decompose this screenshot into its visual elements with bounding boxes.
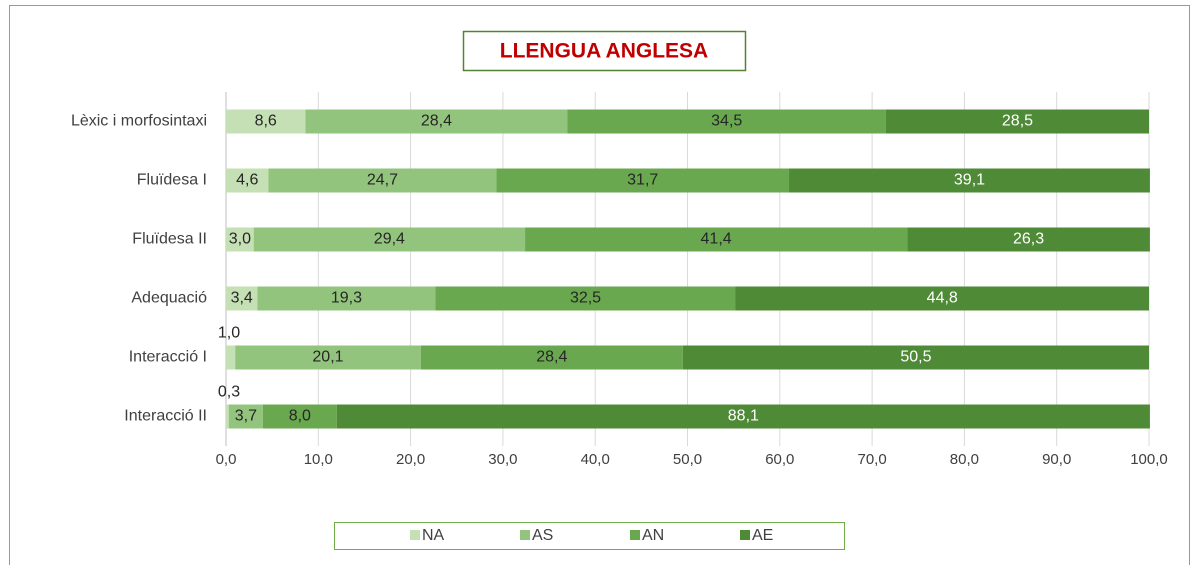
y-tick-label: Fluïdesa II — [132, 231, 207, 248]
bar-segment — [567, 109, 886, 134]
data-label: 26,3 — [1013, 231, 1044, 248]
data-label: 3,4 — [231, 290, 253, 307]
data-label: 3,7 — [235, 408, 257, 425]
x-tick-label: 70,0 — [857, 451, 886, 468]
data-label: 20,1 — [312, 349, 343, 366]
data-label: 1,0 — [218, 325, 240, 342]
x-tick-label: 20,0 — [396, 451, 425, 468]
data-label: 3,0 — [229, 231, 251, 248]
legend-label: AS — [532, 527, 553, 544]
data-label: 32,5 — [570, 290, 601, 307]
bar-segment — [226, 345, 236, 370]
legend-swatch — [520, 530, 530, 540]
data-label: 31,7 — [627, 172, 658, 189]
data-label: 8,0 — [289, 408, 311, 425]
y-tick-label: Lèxic i morfosintaxi — [71, 113, 207, 130]
bar-segment — [226, 404, 229, 429]
chart-title: LLENGUA ANGLESA — [500, 40, 708, 63]
bar-segment — [268, 168, 497, 193]
title-box — [462, 30, 747, 72]
data-label: 28,5 — [1002, 113, 1033, 130]
data-label: 19,3 — [331, 290, 362, 307]
x-tick-label: 100,0 — [1130, 451, 1168, 468]
legend-label: AE — [752, 527, 773, 544]
data-label: 39,1 — [954, 172, 985, 189]
legend-swatch — [410, 530, 420, 540]
bar-segment — [226, 227, 254, 252]
data-label: 28,4 — [421, 113, 452, 130]
x-tick-label: 30,0 — [488, 451, 517, 468]
y-tick-label: Interacció I — [129, 349, 207, 366]
x-tick-label: 60,0 — [765, 451, 794, 468]
data-label: 29,4 — [374, 231, 405, 248]
data-label: 34,5 — [711, 113, 742, 130]
bar-segment — [257, 286, 436, 311]
legend-swatch — [630, 530, 640, 540]
y-tick-label: Interacció II — [124, 408, 207, 425]
bar-segment — [226, 168, 269, 193]
chart-border — [9, 5, 1190, 570]
bar-segment — [262, 404, 337, 429]
bar-segment — [336, 404, 1150, 429]
y-tick-label: Fluïdesa I — [137, 172, 207, 189]
bar-segment — [682, 345, 1149, 370]
data-label: 8,6 — [255, 113, 277, 130]
bar-segment — [907, 227, 1150, 252]
bar-segment — [226, 109, 306, 134]
bar-segment — [789, 168, 1150, 193]
x-tick-label: 0,0 — [216, 451, 237, 468]
y-tick-label: Adequació — [131, 290, 207, 307]
bar-segment — [235, 345, 421, 370]
bar-segment — [420, 345, 683, 370]
legend-label: NA — [422, 527, 445, 544]
data-label: 41,4 — [701, 231, 732, 248]
data-label: 44,8 — [927, 290, 958, 307]
bar-segment — [885, 109, 1149, 134]
data-label: 24,7 — [367, 172, 398, 189]
bar-segment — [735, 286, 1149, 311]
legend-label: AN — [642, 527, 664, 544]
data-label: 0,3 — [218, 384, 240, 401]
data-label: 28,4 — [536, 349, 567, 366]
x-tick-label: 80,0 — [950, 451, 979, 468]
bar-segment — [435, 286, 736, 311]
x-tick-label: 40,0 — [581, 451, 610, 468]
bar-segment — [228, 404, 263, 429]
x-tick-label: 10,0 — [304, 451, 333, 468]
bar-segment — [305, 109, 568, 134]
data-label: 88,1 — [728, 408, 759, 425]
x-tick-label: 90,0 — [1042, 451, 1071, 468]
bar-segment — [525, 227, 908, 252]
bar-segment — [496, 168, 790, 193]
data-label: 4,6 — [236, 172, 258, 189]
bar-segment — [253, 227, 526, 252]
x-tick-label: 50,0 — [673, 451, 702, 468]
legend-swatch — [740, 530, 750, 540]
bar-segment — [226, 286, 258, 311]
data-label: 50,5 — [900, 349, 931, 366]
